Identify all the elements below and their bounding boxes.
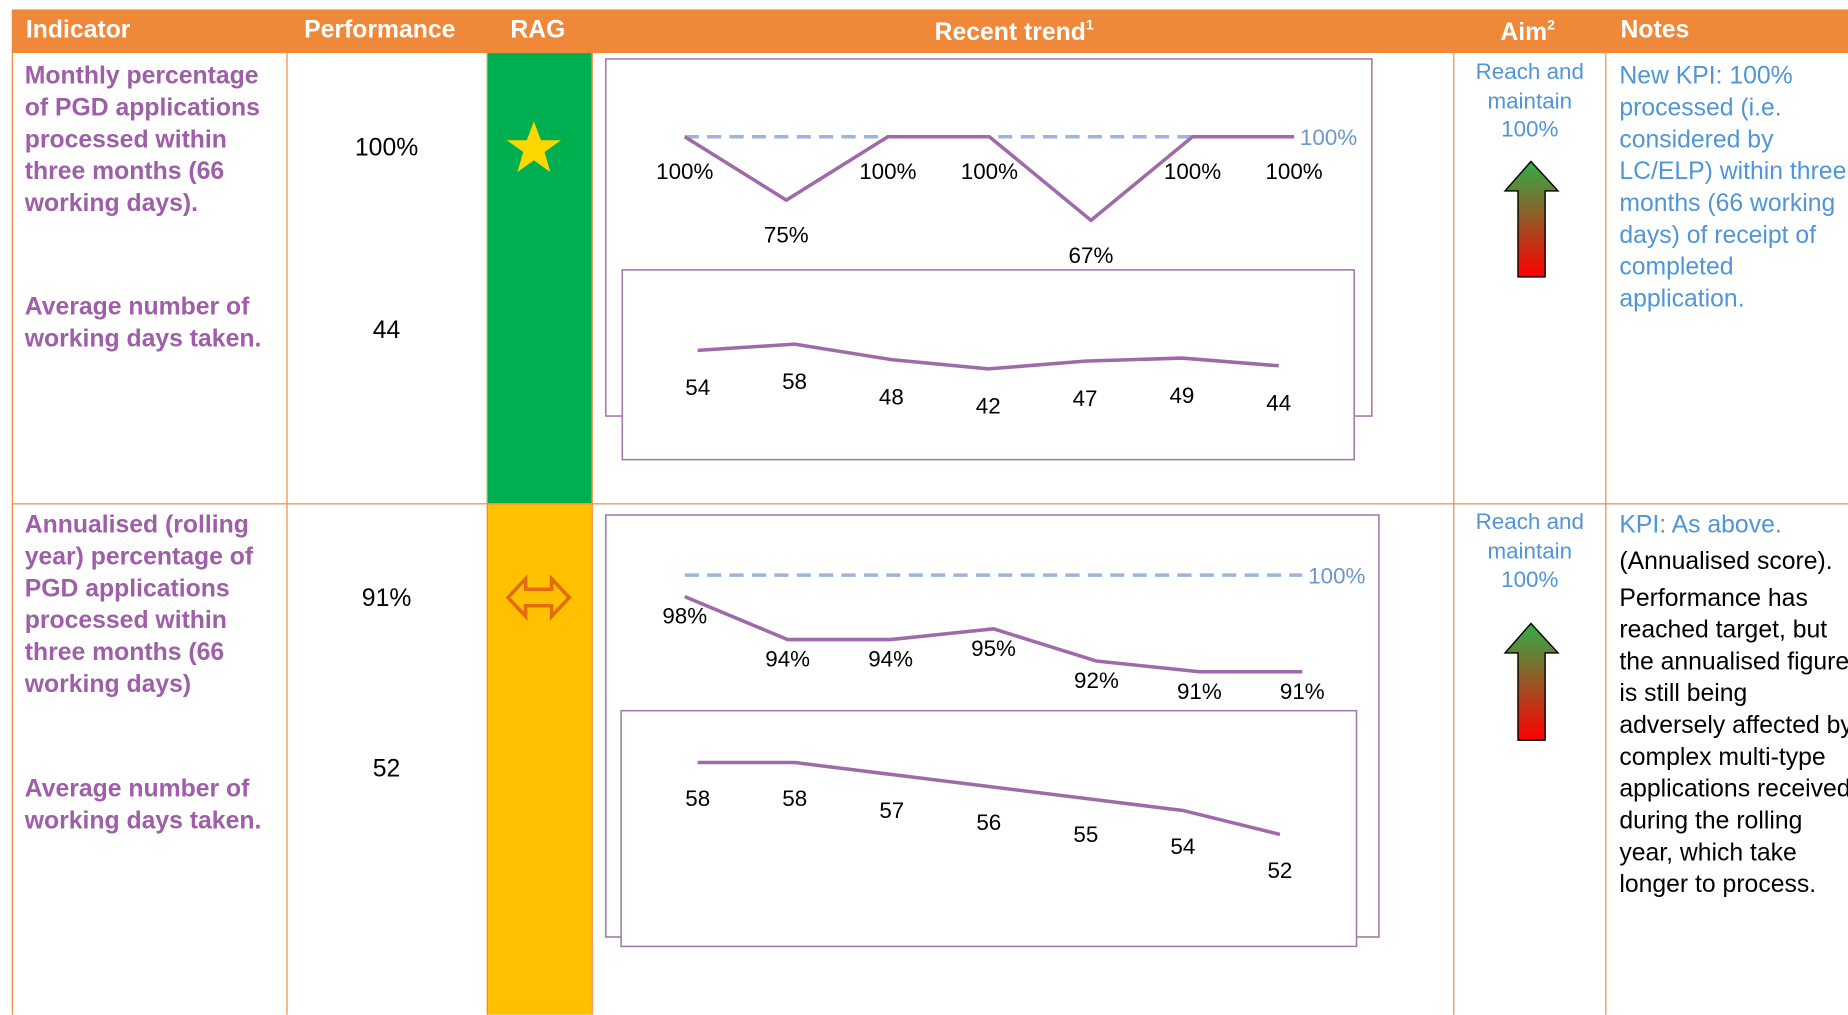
border bbox=[11, 503, 1848, 505]
target-label: 100% bbox=[1300, 125, 1357, 150]
value-label: 98% bbox=[662, 604, 707, 629]
header-cell: Recent trend1 bbox=[935, 16, 1094, 47]
indicator: Average number of working days taken. bbox=[24, 293, 262, 353]
value-label: 67% bbox=[1069, 243, 1114, 268]
border bbox=[286, 53, 288, 1015]
header-bar bbox=[11, 9, 1848, 54]
value-label: 44 bbox=[1266, 391, 1291, 416]
notes: New KPI: 100% processed (i.e. considered… bbox=[1619, 60, 1848, 319]
performance: 52 bbox=[372, 755, 401, 783]
note: Performance has reached target, but the … bbox=[1619, 584, 1848, 899]
value-label: 92% bbox=[1074, 668, 1119, 693]
indicator: Annualised (rolling year) percentage of … bbox=[24, 511, 254, 698]
value-label: 94% bbox=[765, 647, 810, 672]
value-label: 100% bbox=[961, 159, 1018, 184]
aim: Reach and maintain 100% bbox=[1475, 510, 1584, 593]
aim: Reach and maintain 100% bbox=[1475, 60, 1584, 143]
note: KPI: As above. bbox=[1619, 511, 1782, 539]
notes: KPI: As above. (Annualised score). Perfo… bbox=[1619, 509, 1848, 905]
performance: 91% bbox=[361, 584, 412, 612]
border bbox=[11, 53, 13, 1015]
value-label: 100% bbox=[656, 159, 713, 184]
value-label: 42 bbox=[976, 394, 1001, 419]
target-label: 100% bbox=[1308, 563, 1365, 588]
value-label: 55 bbox=[1073, 822, 1098, 847]
trend-line bbox=[697, 760, 1281, 837]
note: (Annualised score). bbox=[1619, 548, 1833, 576]
sideways-arrow-icon bbox=[505, 574, 572, 621]
value-label: 58 bbox=[685, 786, 710, 811]
trend-line bbox=[683, 134, 1295, 223]
value-label: 57 bbox=[879, 798, 904, 823]
trend-line bbox=[697, 342, 1279, 371]
border bbox=[591, 53, 593, 1015]
value-label: 48 bbox=[879, 384, 904, 409]
value-label: 56 bbox=[976, 810, 1001, 835]
value-label: 52 bbox=[1267, 858, 1292, 883]
indicator: Monthly percentage of PGD applications p… bbox=[24, 62, 260, 217]
header-cell: RAG bbox=[510, 16, 566, 44]
border bbox=[1453, 53, 1455, 1015]
value-label: 54 bbox=[685, 375, 710, 400]
aim-arrow bbox=[1503, 160, 1560, 278]
star-icon bbox=[506, 121, 561, 173]
value-label: 47 bbox=[1073, 386, 1098, 411]
header-cell: Indicator bbox=[25, 16, 131, 44]
note: New KPI: 100% processed (i.e. considered… bbox=[1619, 62, 1847, 313]
footnote-mark: 1 bbox=[1085, 16, 1094, 33]
header-cell: Performance bbox=[304, 16, 456, 44]
indicator: Average number of working days taken. bbox=[24, 775, 262, 835]
performance: 44 bbox=[372, 317, 401, 345]
value-label: 58 bbox=[782, 369, 807, 394]
rag-cell bbox=[486, 53, 592, 504]
footnote-mark: 2 bbox=[1547, 16, 1555, 33]
value-label: 95% bbox=[971, 636, 1016, 661]
value-label: 100% bbox=[1265, 159, 1322, 184]
border bbox=[1605, 53, 1607, 1015]
header-label: Recent trend bbox=[934, 18, 1086, 46]
value-label: 91% bbox=[1177, 679, 1222, 704]
value-label: 100% bbox=[859, 159, 916, 184]
header-cell: Notes bbox=[1620, 16, 1690, 44]
value-label: 58 bbox=[782, 786, 807, 811]
value-label: 75% bbox=[764, 223, 809, 248]
value-label: 100% bbox=[1164, 159, 1221, 184]
chart-frame bbox=[621, 269, 1355, 461]
value-label: 94% bbox=[868, 647, 913, 672]
aim-arrow bbox=[1503, 622, 1560, 741]
value-label: 54 bbox=[1170, 834, 1195, 859]
trend-line bbox=[684, 594, 1303, 674]
value-label: 49 bbox=[1169, 383, 1194, 408]
chart-frame bbox=[620, 709, 1358, 948]
performance: 100% bbox=[354, 134, 419, 162]
header-label: Aim bbox=[1500, 18, 1548, 46]
value-label: 91% bbox=[1280, 679, 1325, 704]
border bbox=[486, 53, 488, 1015]
header-cell: Aim2 bbox=[1500, 16, 1555, 47]
